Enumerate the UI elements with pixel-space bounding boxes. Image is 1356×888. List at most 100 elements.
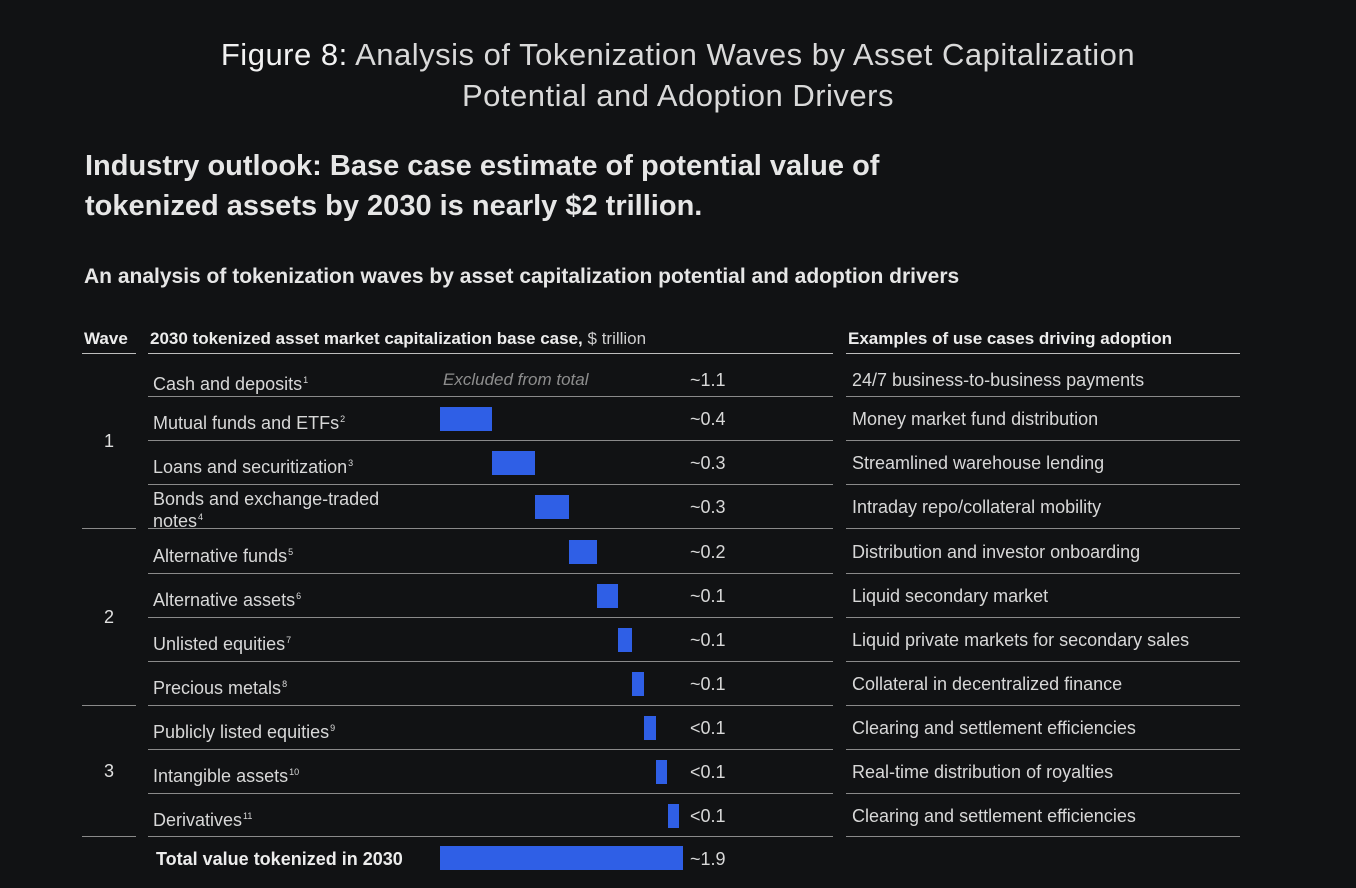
row-rule-right <box>846 617 1240 618</box>
row-rule-right <box>846 528 1240 529</box>
row-rule-right <box>846 440 1240 441</box>
asset-name: Alternative assets <box>153 590 296 610</box>
wave-rule <box>82 528 136 529</box>
footnote-marker: 9 <box>330 723 336 733</box>
wave-rule <box>82 836 136 837</box>
asset-label: Intangible assets10 <box>153 763 433 785</box>
use-case: Distribution and investor onboarding <box>852 541 1141 562</box>
row-rule-left <box>148 749 833 750</box>
asset-label: Derivatives11 <box>153 807 433 829</box>
bar-segment <box>667 803 680 828</box>
header-rule-market-cap <box>148 353 833 354</box>
asset-name: Loans and securitization <box>153 457 348 477</box>
row-rule-left <box>148 484 833 485</box>
bar-segment <box>644 716 656 740</box>
footnote-marker: 3 <box>348 458 354 468</box>
asset-name: Mutual funds and ETFs <box>153 413 340 433</box>
bar-segment <box>534 495 569 519</box>
wave-rule <box>82 705 136 706</box>
bar-segment <box>597 584 619 608</box>
figure-title-rest: Analysis of Tokenization Waves by Asset … <box>347 37 1136 72</box>
figure-title-lead: Figure 8: <box>220 37 348 72</box>
figure-title: Figure 8: Analysis of Tokenization Waves… <box>0 34 1356 116</box>
row-rule-left <box>148 661 833 662</box>
wave-number-2: 2 <box>103 607 114 627</box>
row-rule-left <box>148 528 833 529</box>
use-case: Liquid secondary market <box>852 586 1049 606</box>
footnote-marker: 2 <box>340 414 346 424</box>
row-rule-left <box>148 440 833 441</box>
row-rule-right <box>846 573 1240 574</box>
footnote-marker: 1 <box>303 375 309 385</box>
row-rule-right <box>846 484 1240 485</box>
value-label: <0.1 <box>690 718 726 738</box>
header-use-cases: Examples of use cases driving adoption <box>848 329 1173 348</box>
footnote-marker: 6 <box>296 591 302 601</box>
asset-label: Publicly listed equities9 <box>153 719 433 741</box>
row-rule-right <box>846 396 1240 397</box>
asset-name: Cash and deposits <box>153 374 303 394</box>
excluded-note: Excluded from total <box>443 370 589 389</box>
row-rule-right <box>846 793 1240 794</box>
footnote-marker: 7 <box>286 635 292 645</box>
asset-label: Precious metals8 <box>153 675 433 697</box>
value-label: ~0.1 <box>690 674 726 694</box>
row-rule-left <box>148 705 833 706</box>
value-label: ~0.3 <box>690 453 726 473</box>
footnote-marker: 8 <box>282 679 288 689</box>
use-case: Clearing and settlement efficiencies <box>852 805 1136 826</box>
bar-segment <box>568 539 598 564</box>
use-case: Money market fund distribution <box>852 409 1099 429</box>
header-market-cap: 2030 tokenized asset market capitalizati… <box>150 327 646 351</box>
asset-label: Bonds and exchange-traded notes4 <box>153 490 418 530</box>
wave-number-3: 3 <box>103 761 114 781</box>
bar-segment <box>492 451 535 475</box>
row-rule-left <box>148 793 833 794</box>
bar-segment <box>632 672 645 696</box>
headline: Industry outlook: Base case estimate of … <box>85 146 985 226</box>
value-label: ~0.1 <box>690 630 726 650</box>
row-rule-left <box>148 617 833 618</box>
row-rule-right <box>846 661 1240 662</box>
total-value-label: ~1.9 <box>690 849 726 869</box>
value-label: <0.1 <box>690 762 726 782</box>
total-bar <box>440 846 684 870</box>
value-label: ~0.4 <box>690 409 726 429</box>
value-label: ~0.3 <box>690 497 726 517</box>
subheading: An analysis of tokenization waves by ass… <box>84 265 960 288</box>
use-case: Clearing and settlement efficiencies <box>852 718 1136 738</box>
use-case: Streamlined warehouse lending <box>852 453 1105 473</box>
asset-label: Mutual funds and ETFs2 <box>153 410 433 432</box>
total-label: Total value tokenized in 2030 <box>156 849 403 869</box>
asset-name: Bonds and exchange-traded notes <box>153 489 380 531</box>
header-unit: $ trillion <box>587 329 647 348</box>
asset-name: Precious metals <box>153 678 282 698</box>
header-wave: Wave <box>84 329 128 348</box>
row-rule-left <box>148 396 833 397</box>
wave-number-1: 1 <box>103 431 114 451</box>
use-case: 24/7 business-to-business payments <box>852 370 1145 390</box>
header-rule-use-cases <box>846 353 1240 354</box>
row-rule-left <box>148 573 833 574</box>
value-label: <0.1 <box>690 805 726 826</box>
headline-line2: tokenized assets by 2030 is nearly $2 tr… <box>85 190 703 222</box>
asset-label: Unlisted equities7 <box>153 631 433 653</box>
header-rule-wave <box>82 353 136 354</box>
use-case: Intraday repo/collateral mobility <box>852 497 1102 517</box>
footnote-marker: 5 <box>288 546 294 557</box>
asset-name: Derivatives <box>153 809 243 830</box>
asset-name: Unlisted equities <box>153 634 286 654</box>
row-rule-right <box>846 705 1240 706</box>
figure-title-line2: Potential and Adoption Drivers <box>461 78 895 113</box>
row-rule-right <box>846 749 1240 750</box>
asset-label: Alternative assets6 <box>153 587 433 609</box>
value-label: ~0.1 <box>690 586 726 606</box>
headline-line1: Industry outlook: Base case estimate of … <box>85 150 880 182</box>
row-rule-left <box>148 836 833 837</box>
row-rule-right <box>846 836 1240 837</box>
asset-label: Loans and securitization3 <box>153 454 433 476</box>
bar-segment <box>440 407 492 431</box>
value-label: ~1.1 <box>690 370 726 390</box>
asset-name: Publicly listed equities <box>153 722 330 742</box>
footnote-marker: 4 <box>198 512 204 522</box>
